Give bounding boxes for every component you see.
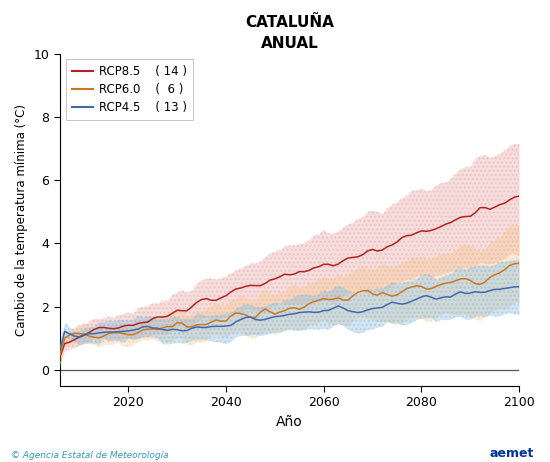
X-axis label: Año: Año bbox=[276, 414, 303, 429]
Text: © Agencia Estatal de Meteorología: © Agencia Estatal de Meteorología bbox=[11, 451, 169, 460]
Legend: RCP8.5    ( 14 ), RCP6.0    (  6 ), RCP4.5    ( 13 ): RCP8.5 ( 14 ), RCP6.0 ( 6 ), RCP4.5 ( 13… bbox=[66, 60, 192, 120]
Title: CATALUÑA
ANUAL: CATALUÑA ANUAL bbox=[245, 15, 334, 51]
Y-axis label: Cambio de la temperatura mínima (°C): Cambio de la temperatura mínima (°C) bbox=[15, 103, 28, 335]
Text: aemet: aemet bbox=[489, 447, 534, 460]
